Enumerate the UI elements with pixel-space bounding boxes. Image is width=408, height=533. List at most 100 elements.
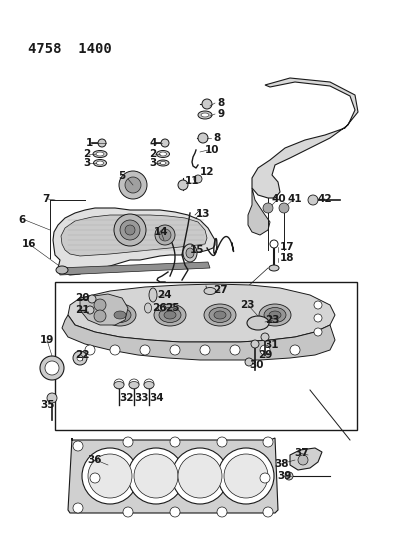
Circle shape <box>73 503 83 513</box>
Text: 34: 34 <box>149 393 164 403</box>
Circle shape <box>114 379 124 389</box>
Circle shape <box>298 455 308 465</box>
Text: 26: 26 <box>152 303 166 313</box>
Circle shape <box>98 139 106 147</box>
Ellipse shape <box>93 159 106 166</box>
Circle shape <box>260 473 270 483</box>
Circle shape <box>314 328 322 336</box>
Bar <box>55 282 357 430</box>
Text: 29: 29 <box>258 350 273 360</box>
Text: 2: 2 <box>83 149 90 159</box>
Polygon shape <box>248 188 270 235</box>
Circle shape <box>73 351 87 365</box>
Text: 10: 10 <box>205 145 220 155</box>
Circle shape <box>251 340 259 348</box>
Ellipse shape <box>114 382 124 389</box>
Text: 11: 11 <box>185 176 200 186</box>
Circle shape <box>144 379 154 389</box>
Text: 8: 8 <box>213 133 220 143</box>
Text: 4758  1400: 4758 1400 <box>28 42 112 56</box>
Ellipse shape <box>259 304 291 326</box>
Polygon shape <box>252 78 358 198</box>
Ellipse shape <box>198 111 212 119</box>
Text: 33: 33 <box>134 393 149 403</box>
Text: 21: 21 <box>75 305 89 315</box>
Circle shape <box>40 356 64 380</box>
Ellipse shape <box>144 303 151 313</box>
Polygon shape <box>290 448 322 470</box>
Ellipse shape <box>214 311 226 319</box>
Text: 2: 2 <box>149 149 156 159</box>
Ellipse shape <box>109 308 131 322</box>
Ellipse shape <box>104 304 136 326</box>
Ellipse shape <box>158 305 166 311</box>
Circle shape <box>263 203 273 213</box>
Circle shape <box>261 333 269 341</box>
Text: 4: 4 <box>149 138 156 148</box>
Ellipse shape <box>186 248 194 258</box>
Text: 23: 23 <box>240 300 255 310</box>
Circle shape <box>123 507 133 517</box>
Text: 27: 27 <box>213 285 228 295</box>
Ellipse shape <box>159 308 181 322</box>
Text: 3: 3 <box>149 158 156 168</box>
Ellipse shape <box>209 308 231 322</box>
Text: 35: 35 <box>40 400 55 410</box>
Text: 14: 14 <box>154 227 169 237</box>
Text: 40: 40 <box>271 194 286 204</box>
Text: 39: 39 <box>277 471 291 481</box>
Ellipse shape <box>204 287 216 295</box>
Ellipse shape <box>154 304 186 326</box>
Ellipse shape <box>93 150 107 157</box>
Circle shape <box>73 441 83 451</box>
Circle shape <box>202 99 212 109</box>
Circle shape <box>290 345 300 355</box>
Text: 41: 41 <box>288 194 303 204</box>
Ellipse shape <box>144 382 154 389</box>
Text: 20: 20 <box>75 293 89 303</box>
Circle shape <box>178 454 222 498</box>
Circle shape <box>82 448 138 504</box>
Circle shape <box>314 314 322 322</box>
Polygon shape <box>53 208 215 275</box>
Text: 36: 36 <box>87 455 102 465</box>
Circle shape <box>194 175 202 183</box>
Ellipse shape <box>56 266 68 274</box>
Circle shape <box>129 379 139 389</box>
Circle shape <box>119 171 147 199</box>
Circle shape <box>218 448 274 504</box>
Circle shape <box>155 225 175 245</box>
Text: 19: 19 <box>40 335 54 345</box>
Circle shape <box>120 220 140 240</box>
Circle shape <box>85 345 95 355</box>
Text: 7: 7 <box>42 194 49 204</box>
Circle shape <box>128 448 184 504</box>
Circle shape <box>125 177 141 193</box>
Circle shape <box>279 203 289 213</box>
Ellipse shape <box>160 152 166 156</box>
Circle shape <box>170 507 180 517</box>
Circle shape <box>47 393 57 403</box>
Circle shape <box>170 437 180 447</box>
Circle shape <box>134 454 178 498</box>
Ellipse shape <box>264 308 286 322</box>
Circle shape <box>217 437 227 447</box>
Circle shape <box>263 437 273 447</box>
Text: 17: 17 <box>280 242 295 252</box>
Ellipse shape <box>164 311 176 319</box>
Ellipse shape <box>129 382 139 389</box>
Circle shape <box>114 214 146 246</box>
Text: 15: 15 <box>190 245 204 255</box>
Text: 32: 32 <box>119 393 133 403</box>
Circle shape <box>308 195 318 205</box>
Circle shape <box>110 345 120 355</box>
Circle shape <box>159 229 171 241</box>
Circle shape <box>170 345 180 355</box>
Circle shape <box>140 345 150 355</box>
Text: 18: 18 <box>280 253 295 263</box>
Text: 37: 37 <box>294 448 308 458</box>
Ellipse shape <box>114 311 126 319</box>
Circle shape <box>88 454 132 498</box>
Ellipse shape <box>269 311 281 319</box>
Circle shape <box>77 355 83 361</box>
